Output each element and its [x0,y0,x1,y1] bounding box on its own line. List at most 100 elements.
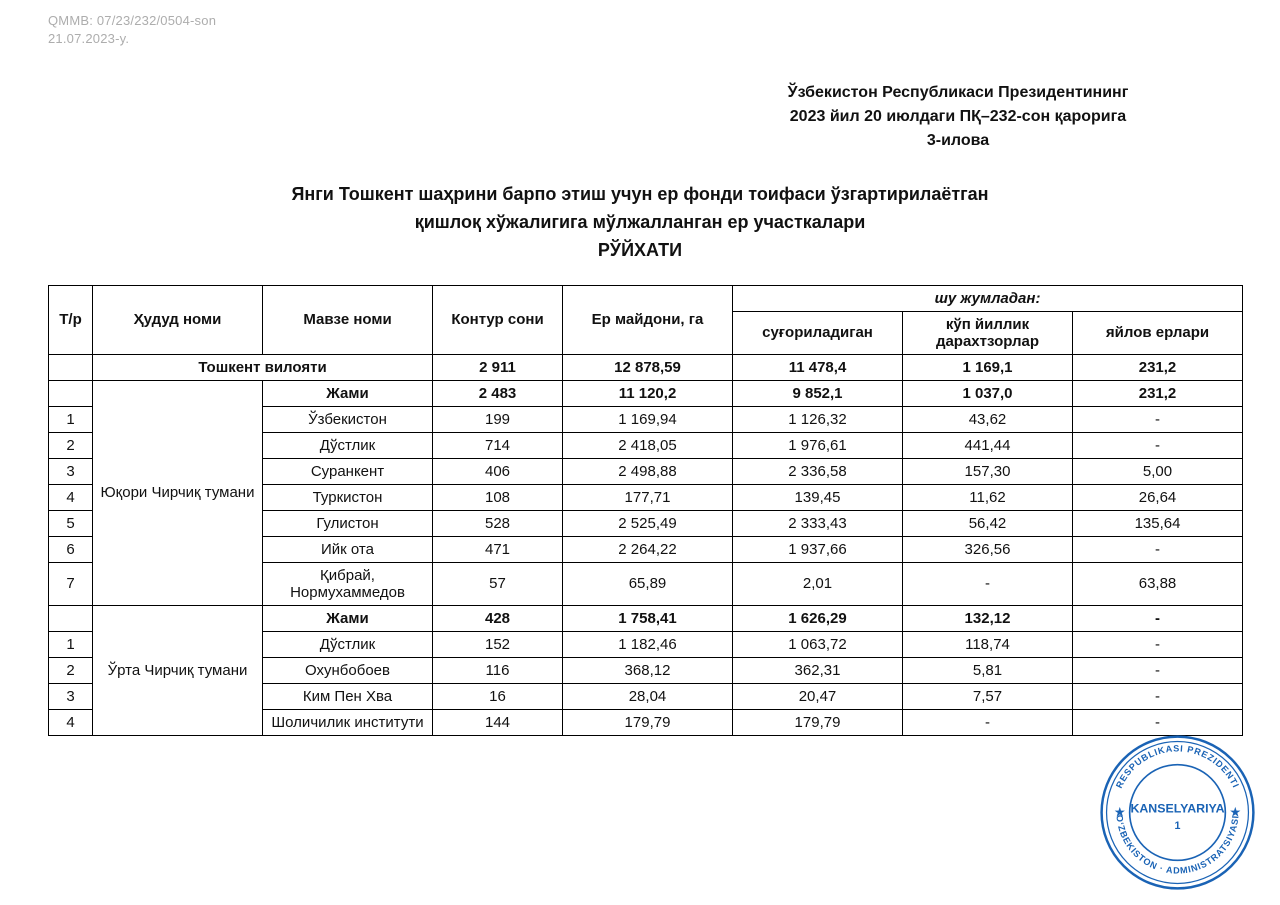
cell: Охунбобоев [263,657,433,683]
cell [49,605,93,631]
cell: 714 [433,432,563,458]
cell: 28,04 [563,683,733,709]
cell: 1 182,46 [563,631,733,657]
th-irrigated: суғориладиган [733,311,903,354]
cell: 2 336,58 [733,458,903,484]
title-line2: қишлоқ хўжалигига мўлжалланган ер участк… [48,209,1232,237]
cell: 2 264,22 [563,536,733,562]
cell: 2 [49,657,93,683]
th-region: Ҳудуд номи [93,285,263,354]
cell: 2 483 [433,380,563,406]
cell: 1 169,94 [563,406,733,432]
cell: Гулистон [263,510,433,536]
cell: 2 418,05 [563,432,733,458]
cell [49,354,93,380]
cell: - [1073,406,1243,432]
reference-line2: 21.07.2023-y. [48,30,1232,48]
cell: Туркистон [263,484,433,510]
cell: 471 [433,536,563,562]
cell: 1 126,32 [733,406,903,432]
cell: 1 976,61 [733,432,903,458]
cell: 139,45 [733,484,903,510]
group-subtotal-row: Юқори Чирчиқ туманиЖами2 48311 120,29 85… [49,380,1243,406]
cell: 2 [49,432,93,458]
cell: 9 852,1 [733,380,903,406]
th-perennial: кўп йиллик дарахтзорлар [903,311,1073,354]
cell: 3 [49,458,93,484]
cell: 26,64 [1073,484,1243,510]
cell: 231,2 [1073,354,1243,380]
cell: 108 [433,484,563,510]
svg-text:★: ★ [1230,806,1241,819]
title-block: Янги Тошкент шаҳрини барпо этиш учун ер … [48,181,1232,265]
cell: 1 626,29 [733,605,903,631]
cell: 1 937,66 [733,536,903,562]
cell: 11,62 [903,484,1073,510]
title-line1: Янги Тошкент шаҳрини барпо этиш учун ер … [48,181,1232,209]
cell: - [1073,432,1243,458]
cell: 11 478,4 [733,354,903,380]
region-total-row: Тошкент вилояти2 91112 878,5911 478,41 1… [49,354,1243,380]
th-name: Мавзе номи [263,285,433,354]
cell: - [1073,683,1243,709]
cell: 57 [433,562,563,605]
table-head: Т/р Ҳудуд номи Мавзе номи Контур сони Ер… [49,285,1243,354]
svg-text:RESPUBLIKASI PREZIDENTI: RESPUBLIKASI PREZIDENTI [1114,743,1241,789]
cell: 2 498,88 [563,458,733,484]
cell: 2,01 [733,562,903,605]
svg-text:1: 1 [1175,820,1181,832]
cell: 1 [49,406,93,432]
region-total-label: Тошкент вилояти [93,354,433,380]
cell: Жами [263,380,433,406]
title-line3: РЎЙХАТИ [48,237,1232,265]
svg-text:O‘ZBEKISTON · ADMINISTRATSIYAS: O‘ZBEKISTON · ADMINISTRATSIYASI [1114,814,1240,875]
cell: - [903,562,1073,605]
cell: 7 [49,562,93,605]
decree-line3: 3-илова [688,129,1228,153]
document-page: QMMB: 07/23/232/0504-son 21.07.2023-y. Ў… [0,0,1280,905]
cell: - [1073,536,1243,562]
cell: 65,89 [563,562,733,605]
cell: 428 [433,605,563,631]
stamp-seal: RESPUBLIKASI PREZIDENTI O‘ZBEKISTON · AD… [1095,730,1260,895]
cell: 177,71 [563,484,733,510]
cell: 1 037,0 [903,380,1073,406]
table-wrapper: Т/р Ҳудуд номи Мавзе номи Контур сони Ер… [48,285,1232,736]
svg-text:★: ★ [1115,806,1126,819]
cell: 179,79 [733,709,903,735]
cell: Ким Пен Хва [263,683,433,709]
cell: 3 [49,683,93,709]
cell: 12 878,59 [563,354,733,380]
cell: 5 [49,510,93,536]
cell: 4 [49,484,93,510]
cell: 199 [433,406,563,432]
cell: - [903,709,1073,735]
cell: 1 169,1 [903,354,1073,380]
cell: 1 063,72 [733,631,903,657]
cell: 528 [433,510,563,536]
th-area: Ер майдони, га [563,285,733,354]
th-tp: Т/р [49,285,93,354]
cell: 5,00 [1073,458,1243,484]
cell: 179,79 [563,709,733,735]
cell: 4 [49,709,93,735]
cell: Дўстлик [263,432,433,458]
cell: 362,31 [733,657,903,683]
decree-block: Ўзбекистон Республикаси Президентининг 2… [688,81,1228,153]
cell: Қибрай, Нормухаммедов [263,562,433,605]
cell: - [1073,631,1243,657]
cell: 152 [433,631,563,657]
group-subtotal-row: Ўрта Чирчиқ туманиЖами4281 758,411 626,2… [49,605,1243,631]
cell: 231,2 [1073,380,1243,406]
th-including: шу жумладан: [733,285,1243,311]
cell: 326,56 [903,536,1073,562]
cell: 368,12 [563,657,733,683]
cell: 11 120,2 [563,380,733,406]
cell: 132,12 [903,605,1073,631]
cell: 135,64 [1073,510,1243,536]
cell: 144 [433,709,563,735]
th-contour: Контур сони [433,285,563,354]
cell: 1 758,41 [563,605,733,631]
group-region: Юқори Чирчиқ тумани [93,380,263,605]
cell: 406 [433,458,563,484]
